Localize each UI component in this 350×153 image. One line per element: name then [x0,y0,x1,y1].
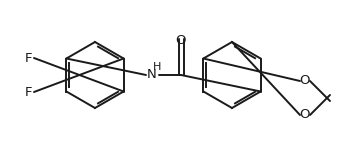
Text: F: F [24,86,32,99]
Text: N: N [147,69,157,82]
Text: O: O [300,75,310,88]
Text: O: O [176,34,186,47]
Text: H: H [153,62,161,72]
Text: F: F [24,52,32,65]
Text: O: O [300,108,310,121]
